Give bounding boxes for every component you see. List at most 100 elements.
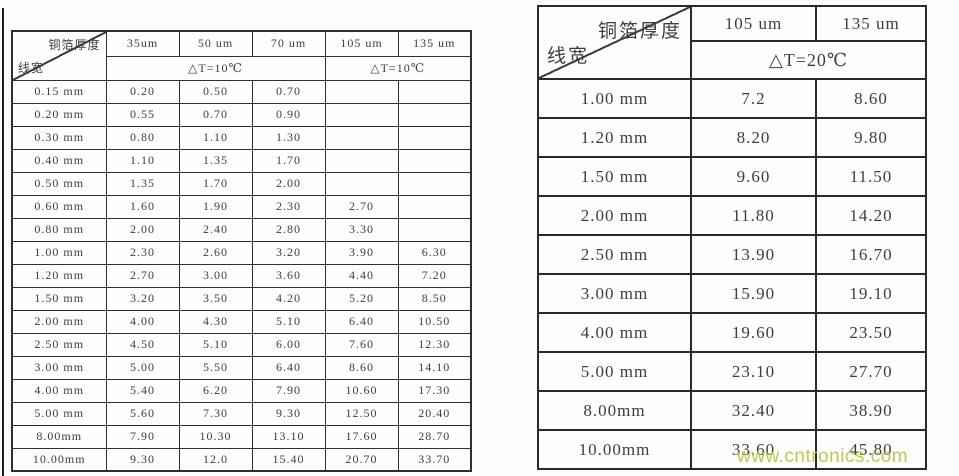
current-value-cell: 1.70 [251, 148, 326, 173]
thickness-column-header: 35um [105, 30, 180, 57]
current-value-cell: 13.90 [690, 234, 817, 275]
current-value-cell: 10.60 [324, 378, 399, 403]
line-width-cell: 1.20 mm [537, 117, 692, 158]
line-width-cell: 0.40 mm [11, 148, 107, 173]
line-width-cell: 4.00 mm [537, 312, 692, 353]
line-width-cell: 0.30 mm [11, 125, 107, 150]
current-value-cell: 0.50 [178, 79, 253, 104]
table-row: 8.00mm 7.90 10.30 13.10 17.60 28.70 [11, 424, 472, 449]
current-value-cell: 14.20 [815, 195, 927, 236]
current-value-cell: 6.20 [178, 378, 253, 403]
left-table-body: 0.15 mm 0.20 0.50 0.70 0.20 mm 0.55 0.70 0.90 0.… [11, 79, 472, 472]
left-edge-strip [2, 8, 4, 476]
current-value-cell: 2.30 [105, 240, 180, 265]
table-row: 3.00 mm 5.00 5.50 6.40 8.60 14.10 [11, 355, 472, 380]
current-value-cell: 8.50 [397, 286, 472, 311]
current-value-cell [397, 217, 472, 242]
current-value-cell [324, 102, 399, 127]
current-value-cell: 7.90 [251, 378, 326, 403]
table-row: 2.50 mm 13.90 16.70 [537, 234, 927, 275]
current-value-cell: 1.60 [105, 194, 180, 219]
current-value-cell: 11.80 [690, 195, 817, 236]
line-width-label: 线宽 [18, 60, 45, 75]
line-width-cell: 1.00 mm [537, 78, 692, 119]
table-row: 0.40 mm 1.10 1.35 1.70 [11, 148, 472, 173]
current-value-cell: 5.20 [324, 286, 399, 311]
line-width-cell: 3.00 mm [537, 273, 692, 314]
current-value-cell: 4.50 [105, 332, 180, 357]
current-value-cell: 1.10 [105, 148, 180, 173]
current-value-cell: 20.40 [397, 401, 472, 426]
current-value-cell: 5.00 [105, 355, 180, 380]
table-row: 0.80 mm 2.00 2.40 2.80 3.30 [11, 217, 472, 242]
table-row: 1.50 mm 9.60 11.50 [537, 156, 927, 197]
table-row: 1.00 mm 2.30 2.60 3.20 3.90 6.30 [11, 240, 472, 265]
current-value-cell: 2.70 [324, 194, 399, 219]
current-value-cell: 2.60 [178, 240, 253, 265]
current-value-cell: 9.30 [105, 447, 180, 472]
current-value-cell: 3.60 [251, 263, 326, 288]
delta-t-header: △T=10℃ [324, 55, 472, 81]
current-value-cell: 8.20 [690, 117, 817, 158]
table-row: 1.00 mm 7.2 8.60 [537, 78, 927, 119]
current-value-cell: 0.90 [251, 102, 326, 127]
current-value-cell: 12.50 [324, 401, 399, 426]
current-value-cell [397, 171, 472, 196]
current-capacity-table-delta-t-10: 铜箔厚度 线宽 35um 50 um 70 um 105 um 135 um △T=10… [11, 30, 472, 472]
current-value-cell [397, 79, 472, 104]
table-row: 0.60 mm 1.60 1.90 2.30 2.70 [11, 194, 472, 219]
current-value-cell: 3.50 [178, 286, 253, 311]
thickness-column-header: 135 um [397, 30, 472, 57]
current-value-cell: 1.30 [251, 125, 326, 150]
current-value-cell: 1.35 [105, 171, 180, 196]
current-value-cell: 2.30 [251, 194, 326, 219]
current-value-cell: 1.10 [178, 125, 253, 150]
delta-t-header-row: △T=20℃ [538, 40, 927, 80]
line-width-cell: 3.00 mm [11, 355, 107, 380]
table-row: 5.00 mm 23.10 27.70 [537, 351, 927, 392]
current-value-cell: 8.60 [324, 355, 399, 380]
current-value-cell: 1.35 [178, 148, 253, 173]
table-row: 5.00 mm 5.60 7.30 9.30 12.50 20.40 [11, 401, 472, 426]
current-value-cell: 12.0 [178, 447, 253, 472]
thickness-column-header: 105 um [690, 5, 817, 42]
current-value-cell [397, 125, 472, 150]
current-value-cell: 1.70 [178, 171, 253, 196]
current-value-cell: 3.00 [178, 263, 253, 288]
current-value-cell: 17.30 [397, 378, 472, 403]
current-value-cell: 7.60 [324, 332, 399, 357]
current-value-cell: 5.10 [178, 332, 253, 357]
table-row: 0.50 mm 1.35 1.70 2.00 [11, 171, 472, 196]
current-value-cell: 11.50 [815, 156, 927, 197]
watermark-text: www.cntronics.com [737, 446, 909, 467]
current-value-cell: 2.80 [251, 217, 326, 242]
copper-thickness-label: 铜箔厚度 [597, 21, 682, 42]
current-value-cell: 45.80 [815, 429, 927, 470]
corner-header-cell: 铜箔厚度 线宽 [537, 5, 692, 80]
current-value-cell: 3.30 [324, 217, 399, 242]
current-value-cell: 6.30 [397, 240, 472, 265]
current-value-cell: 0.80 [105, 125, 180, 150]
current-value-cell: 6.40 [324, 309, 399, 334]
line-width-cell: 2.00 mm [537, 195, 692, 236]
current-value-cell: 0.70 [178, 102, 253, 127]
current-value-cell: 4.40 [324, 263, 399, 288]
line-width-cell: 2.50 mm [537, 234, 692, 275]
current-value-cell [324, 171, 399, 196]
current-value-cell [397, 102, 472, 127]
thickness-column-header: 70 um [251, 30, 326, 57]
right-table-body: 1.00 mm 7.2 8.60 1.20 mm 8.20 9.80 1.50 mm 9.60… [537, 78, 927, 470]
current-value-cell: 7.30 [178, 401, 253, 426]
table-row: 1.20 mm 2.70 3.00 3.60 4.40 7.20 [11, 263, 472, 288]
current-value-cell: 4.00 [105, 309, 180, 334]
table-row: 3.00 mm 15.90 19.10 [537, 273, 927, 314]
table-row: 2.00 mm 11.80 14.20 [537, 195, 927, 236]
line-width-cell: 0.15 mm [11, 79, 107, 104]
current-value-cell: 6.40 [251, 355, 326, 380]
line-width-cell: 8.00mm [11, 424, 107, 449]
current-value-cell: 0.20 [105, 79, 180, 104]
current-value-cell: 23.50 [815, 312, 927, 353]
thickness-column-header: 50 um [178, 30, 253, 57]
line-width-cell: 5.00 mm [537, 351, 692, 392]
current-value-cell: 0.55 [105, 102, 180, 127]
